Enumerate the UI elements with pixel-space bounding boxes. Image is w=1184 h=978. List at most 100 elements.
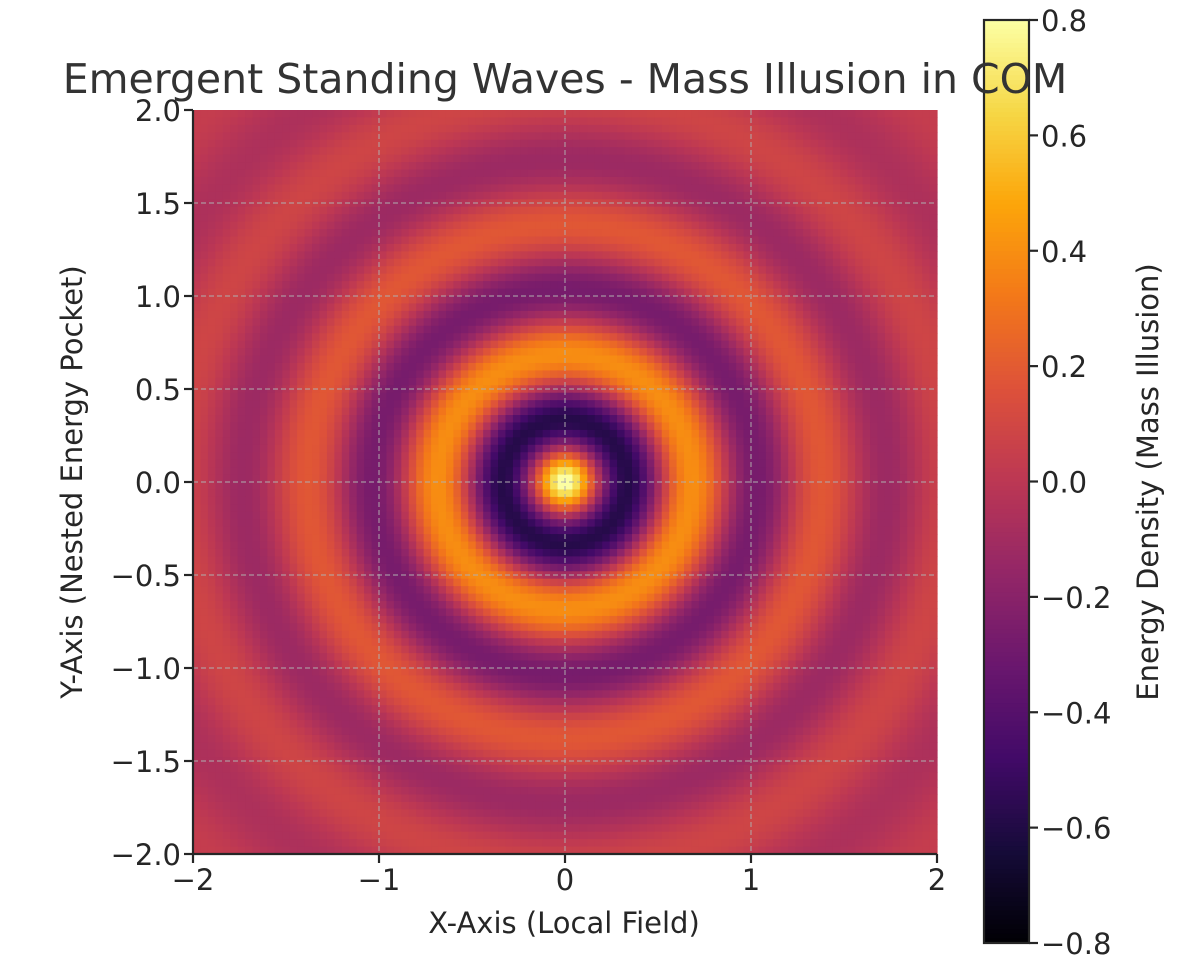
heatmap-cell <box>817 444 826 453</box>
heatmap-cell <box>460 318 469 327</box>
heatmap-cell <box>222 251 231 260</box>
heatmap-cell <box>810 370 819 379</box>
heatmap-cell <box>364 169 373 178</box>
heatmap-cell <box>371 124 380 133</box>
heatmap-cell <box>661 243 670 252</box>
heatmap-cell <box>706 452 715 461</box>
heatmap-cell <box>297 377 306 386</box>
heatmap-cell <box>669 392 678 401</box>
heatmap-cell <box>215 310 224 319</box>
heatmap-cell <box>698 296 707 305</box>
heatmap-cell <box>676 266 685 275</box>
heatmap-cell <box>594 154 603 163</box>
heatmap-cell <box>691 117 700 126</box>
heatmap-cell <box>728 452 737 461</box>
heatmap-cell <box>907 467 916 476</box>
heatmap-cell <box>498 206 507 215</box>
heatmap-cell <box>445 467 454 476</box>
heatmap-cell <box>527 162 536 171</box>
heatmap-cell <box>356 214 365 223</box>
heatmap-cell <box>773 318 782 327</box>
heatmap-cell <box>304 429 313 438</box>
heatmap-cell <box>386 191 395 200</box>
heatmap-cell <box>550 147 559 156</box>
heatmap-cell <box>565 162 574 171</box>
heatmap-cell <box>929 169 938 178</box>
heatmap-cell <box>379 110 388 119</box>
heatmap-cell <box>364 110 373 119</box>
heatmap-cell <box>751 243 760 252</box>
heatmap-cell <box>527 117 536 126</box>
heatmap-cell <box>758 467 767 476</box>
heatmap-cell <box>289 452 298 461</box>
heatmap-cell <box>788 221 797 230</box>
heatmap-cell <box>393 162 402 171</box>
heatmap-cell <box>795 273 804 282</box>
heatmap-cell <box>289 221 298 230</box>
heatmap-cell <box>319 236 328 245</box>
heatmap-cell <box>840 124 849 133</box>
heatmap-cell <box>416 452 425 461</box>
heatmap-cell <box>200 206 209 215</box>
heatmap-cell <box>416 124 425 133</box>
heatmap-cell <box>274 236 283 245</box>
heatmap-cell <box>654 139 663 148</box>
heatmap-cell <box>423 474 432 483</box>
heatmap-cell <box>847 139 856 148</box>
heatmap-cell <box>312 296 321 305</box>
heatmap-cell <box>416 377 425 386</box>
heatmap-cell <box>810 400 819 409</box>
heatmap-cell <box>929 281 938 290</box>
heatmap-cell <box>371 169 380 178</box>
heatmap-cell <box>512 415 521 424</box>
heatmap-cell <box>386 199 395 208</box>
heatmap-cell <box>758 258 767 267</box>
heatmap-cell <box>676 318 685 327</box>
heatmap-cell <box>743 318 752 327</box>
heatmap-cell <box>795 206 804 215</box>
heatmap-cell <box>364 147 373 156</box>
heatmap-cell <box>855 147 864 156</box>
heatmap-cell <box>855 444 864 453</box>
heatmap-cell <box>832 162 841 171</box>
heatmap-cell <box>341 340 350 349</box>
heatmap-cell <box>579 214 588 223</box>
heatmap-cell <box>527 191 536 200</box>
heatmap-cell <box>646 444 655 453</box>
heatmap-cell <box>631 348 640 357</box>
heatmap-cell <box>721 214 730 223</box>
heatmap-cell <box>624 348 633 357</box>
heatmap-cell <box>572 236 581 245</box>
heatmap-cell <box>788 147 797 156</box>
heatmap-cell <box>579 407 588 416</box>
heatmap-cell <box>884 370 893 379</box>
heatmap-cell <box>691 362 700 371</box>
heatmap-cell <box>825 333 834 342</box>
heatmap-cell <box>751 370 760 379</box>
heatmap-cell <box>832 400 841 409</box>
heatmap-cell <box>646 214 655 223</box>
heatmap-cell <box>356 444 365 453</box>
heatmap-cell <box>304 110 313 119</box>
heatmap-cell <box>565 467 574 476</box>
heatmap-cell <box>817 325 826 334</box>
heatmap-cell <box>795 303 804 312</box>
heatmap-cell <box>349 362 358 371</box>
heatmap-cell <box>654 191 663 200</box>
heatmap-cell <box>379 348 388 357</box>
heatmap-cell <box>631 467 640 476</box>
heatmap-cell <box>832 437 841 446</box>
heatmap-cell <box>401 310 410 319</box>
heatmap-cell <box>312 340 321 349</box>
heatmap-cell <box>862 281 871 290</box>
heatmap-cell <box>758 139 767 148</box>
heatmap-cell <box>490 310 499 319</box>
heatmap-cell <box>349 310 358 319</box>
heatmap-cell <box>862 474 871 483</box>
heatmap-cell <box>460 229 469 238</box>
heatmap-cell <box>237 340 246 349</box>
heatmap-cell <box>758 333 767 342</box>
heatmap-cell <box>877 124 886 133</box>
heatmap-cell <box>751 429 760 438</box>
heatmap-cell <box>684 318 693 327</box>
